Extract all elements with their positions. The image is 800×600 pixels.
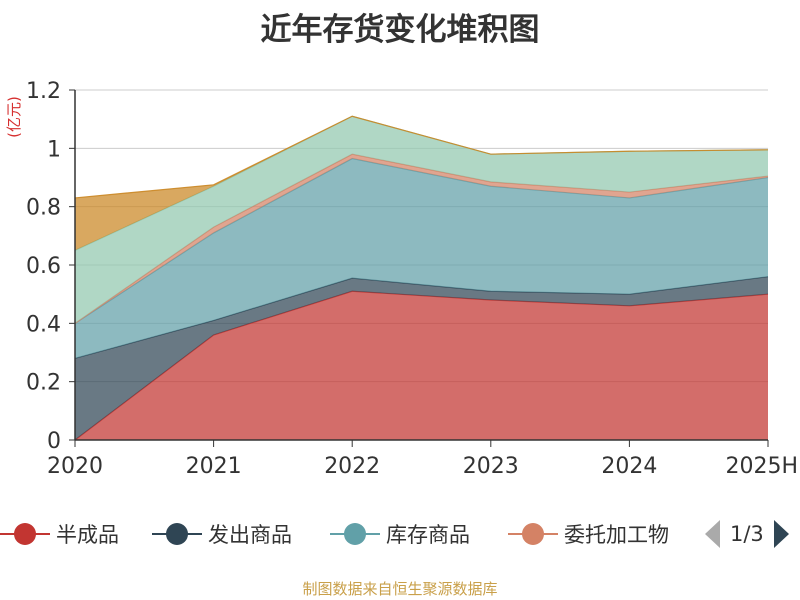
y-tick-label: 0.4: [26, 312, 61, 337]
area-series-0[interactable]: [75, 291, 768, 440]
legend-dot-1: [166, 523, 188, 545]
legend-item-2[interactable]: 库存商品: [330, 514, 470, 554]
y-tick-label: 0.2: [26, 371, 61, 396]
y-tick-label: 1: [47, 137, 61, 162]
legend-label-1: 发出商品: [208, 523, 292, 547]
legend-label-0: 半成品: [56, 523, 119, 547]
legend-marker-2: [330, 523, 380, 545]
legend-marker-1: [152, 523, 202, 545]
y-tick-label: 0: [47, 429, 61, 454]
legend-next-icon[interactable]: [772, 519, 790, 549]
legend-dot-2: [344, 523, 366, 545]
x-tick-label: 2022: [324, 454, 380, 479]
y-axis-unit-label: (亿元): [5, 96, 23, 138]
y-tick-label: 1.2: [26, 79, 61, 104]
y-tick-label: 0.8: [26, 196, 61, 221]
area-series-2[interactable]: [75, 158, 768, 359]
x-tick-label: 2025H: [725, 454, 798, 479]
legend-item-3[interactable]: 委托加工物: [508, 514, 669, 554]
legend-item-0[interactable]: 半成品: [0, 514, 119, 554]
area-series-1[interactable]: [75, 276, 768, 440]
area-series: [74, 115, 769, 441]
legend-prev-icon[interactable]: [704, 519, 722, 549]
legend-label-2: 库存商品: [386, 523, 470, 547]
legend-marker-0: [0, 523, 50, 545]
x-tick-label: 2020: [47, 454, 103, 479]
legend-marker-3: [508, 523, 558, 545]
legend-item-1[interactable]: 发出商品: [152, 514, 292, 554]
x-tick-label: 2023: [463, 454, 519, 479]
legend-dot-0: [14, 523, 36, 545]
chart-title: 近年存货变化堆积图: [260, 12, 540, 48]
area-series-line-2: [74, 157, 769, 324]
legend-label-3: 委托加工物: [564, 523, 669, 547]
area-series-line-5: [74, 115, 769, 199]
source-note: 制图数据来自恒生聚源数据库: [302, 580, 498, 598]
legend-pager: 1/3: [704, 514, 790, 554]
x-tick-label: 2024: [601, 454, 657, 479]
legend-dot-3: [522, 523, 544, 545]
legend: 半成品 发出商品 库存商品 委托加工物 1/3: [0, 514, 800, 554]
area-series-4[interactable]: [75, 116, 768, 324]
x-tick-label: 2021: [186, 454, 242, 479]
legend-page-indicator: 1/3: [730, 522, 764, 546]
y-tick-label: 0.6: [26, 254, 61, 279]
axes: 0 0.2 0.4 0.6 0.8 1 1.2 2020 2021 2022 2023 2024 202…: [26, 79, 798, 479]
